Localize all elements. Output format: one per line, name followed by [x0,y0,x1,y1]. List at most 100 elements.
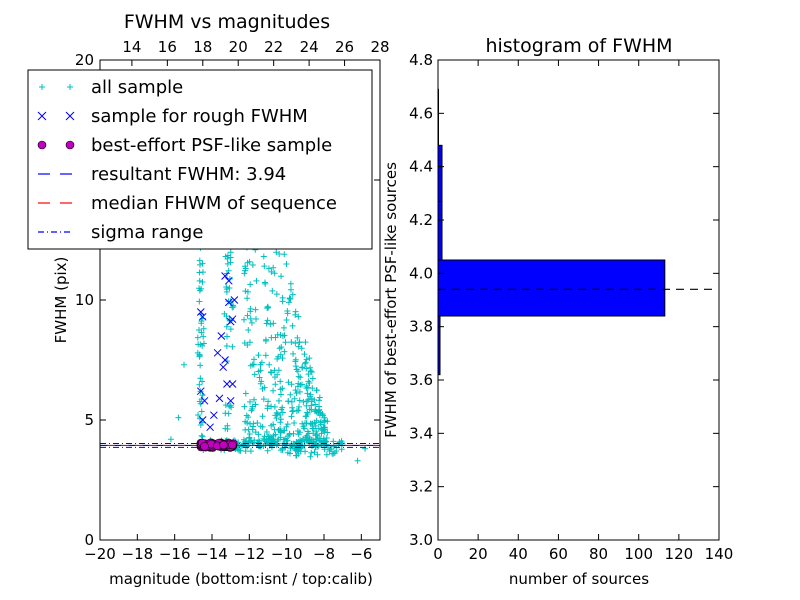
all-sample-point [304,390,311,397]
rough-fwhm-point [224,276,233,285]
all-sample-point [250,423,257,430]
all-sample-point [263,436,270,443]
all-sample-point [255,368,262,375]
all-sample-point [304,409,311,416]
all-sample-point [268,369,275,376]
all-sample-point [248,319,255,326]
right-y-tick-label: 4.2 [409,211,433,229]
all-sample-point [255,352,262,359]
all-sample-point [285,379,292,386]
all-sample-point [196,298,203,305]
all-sample-point [241,339,248,346]
fwhm-vs-magnitude-plot: FWHM vs magnitudes −20 −18 −16 −14 −12 −10 −8−… [27,11,390,588]
all-sample-point [262,337,269,344]
all-sample-point [279,294,286,301]
all-sample-point [245,426,252,433]
rough-fwhm-point [217,332,226,340]
all-sample-point [292,363,299,370]
right-y-tick-label: 3.0 [409,531,433,549]
all-sample-point [305,378,312,385]
all-sample-point [300,423,307,430]
all-sample-point [199,279,206,286]
all-sample-point [196,351,203,358]
all-sample-point [244,443,251,450]
all-sample-point [259,413,266,420]
all-sample-point [307,364,314,371]
rough-fwhm-point [223,380,231,388]
all-sample-point [246,339,253,346]
all-sample-point [362,445,369,452]
all-sample-point [308,369,315,376]
all-sample-point [226,285,233,292]
all-sample-point [228,404,235,411]
all-sample-point [306,355,313,362]
all-sample-point [265,398,272,405]
all-sample-point [198,408,205,415]
all-sample-point [223,313,230,320]
all-sample-point [291,420,298,427]
legend-label: resultant FWHM: 3.94 [91,164,286,185]
all-sample-point [308,449,315,456]
all-sample-point [247,315,254,322]
all-sample-point [248,407,255,414]
all-sample-point [267,433,274,440]
right-y-tick-label: 3.4 [409,424,433,442]
all-sample-point [270,387,277,394]
all-sample-point [271,426,278,433]
top-x-tick-label: 28 [370,38,389,56]
all-sample-point [307,453,314,460]
all-sample-point [251,371,258,378]
all-sample-point [197,375,204,382]
all-sample-point [261,433,268,440]
all-sample-point [292,387,299,394]
all-sample-point [267,321,274,328]
all-sample-point [236,447,243,454]
all-sample-point [241,270,248,277]
all-sample-point [316,397,323,404]
all-sample-point [305,371,312,378]
histogram-bar [437,200,443,261]
all-sample-point [200,340,207,347]
all-sample-point [264,405,271,412]
all-sample-point [279,409,286,416]
all-sample-point [284,310,291,317]
all-sample-point [303,402,310,409]
legend-circle-marker [37,140,47,150]
all-sample-point [196,257,203,264]
all-sample-point [245,326,252,333]
all-sample-point [195,341,202,348]
all-sample-point [277,416,284,423]
all-sample-point [199,378,206,385]
all-sample-point [241,403,248,410]
all-sample-point [287,286,294,293]
all-sample-point [223,333,230,340]
all-sample-point [249,262,256,269]
legend-label: sample for rough FWHM [91,106,308,127]
all-sample-point [303,365,310,372]
all-sample-point [264,317,271,324]
legend-box [27,69,373,250]
all-sample-point [298,381,305,388]
all-sample-point [311,449,318,456]
all-sample-point [244,312,251,319]
right-y-tick-label: 4.4 [409,158,433,176]
all-sample-point [296,397,303,404]
rough-fwhm-point [221,356,229,364]
rough-fwhm-point [196,308,205,316]
all-sample-point [260,253,267,260]
all-sample-point [199,260,206,267]
right-y-tick-label: 3.6 [409,371,433,389]
all-sample-point [247,281,254,288]
all-sample-point [247,448,254,455]
left-x-tick-label: −6 [350,545,372,563]
all-sample-point [273,291,280,298]
psf-like-points [196,438,238,452]
all-sample-point [272,381,279,388]
all-sample-point [302,420,309,427]
all-sample-point [251,396,258,403]
rough-fwhm-point [198,312,207,321]
all-sample-point [265,304,272,311]
all-sample-point [229,343,236,350]
right-x-tick-label: 20 [469,545,488,563]
all-sample-point [298,345,305,352]
